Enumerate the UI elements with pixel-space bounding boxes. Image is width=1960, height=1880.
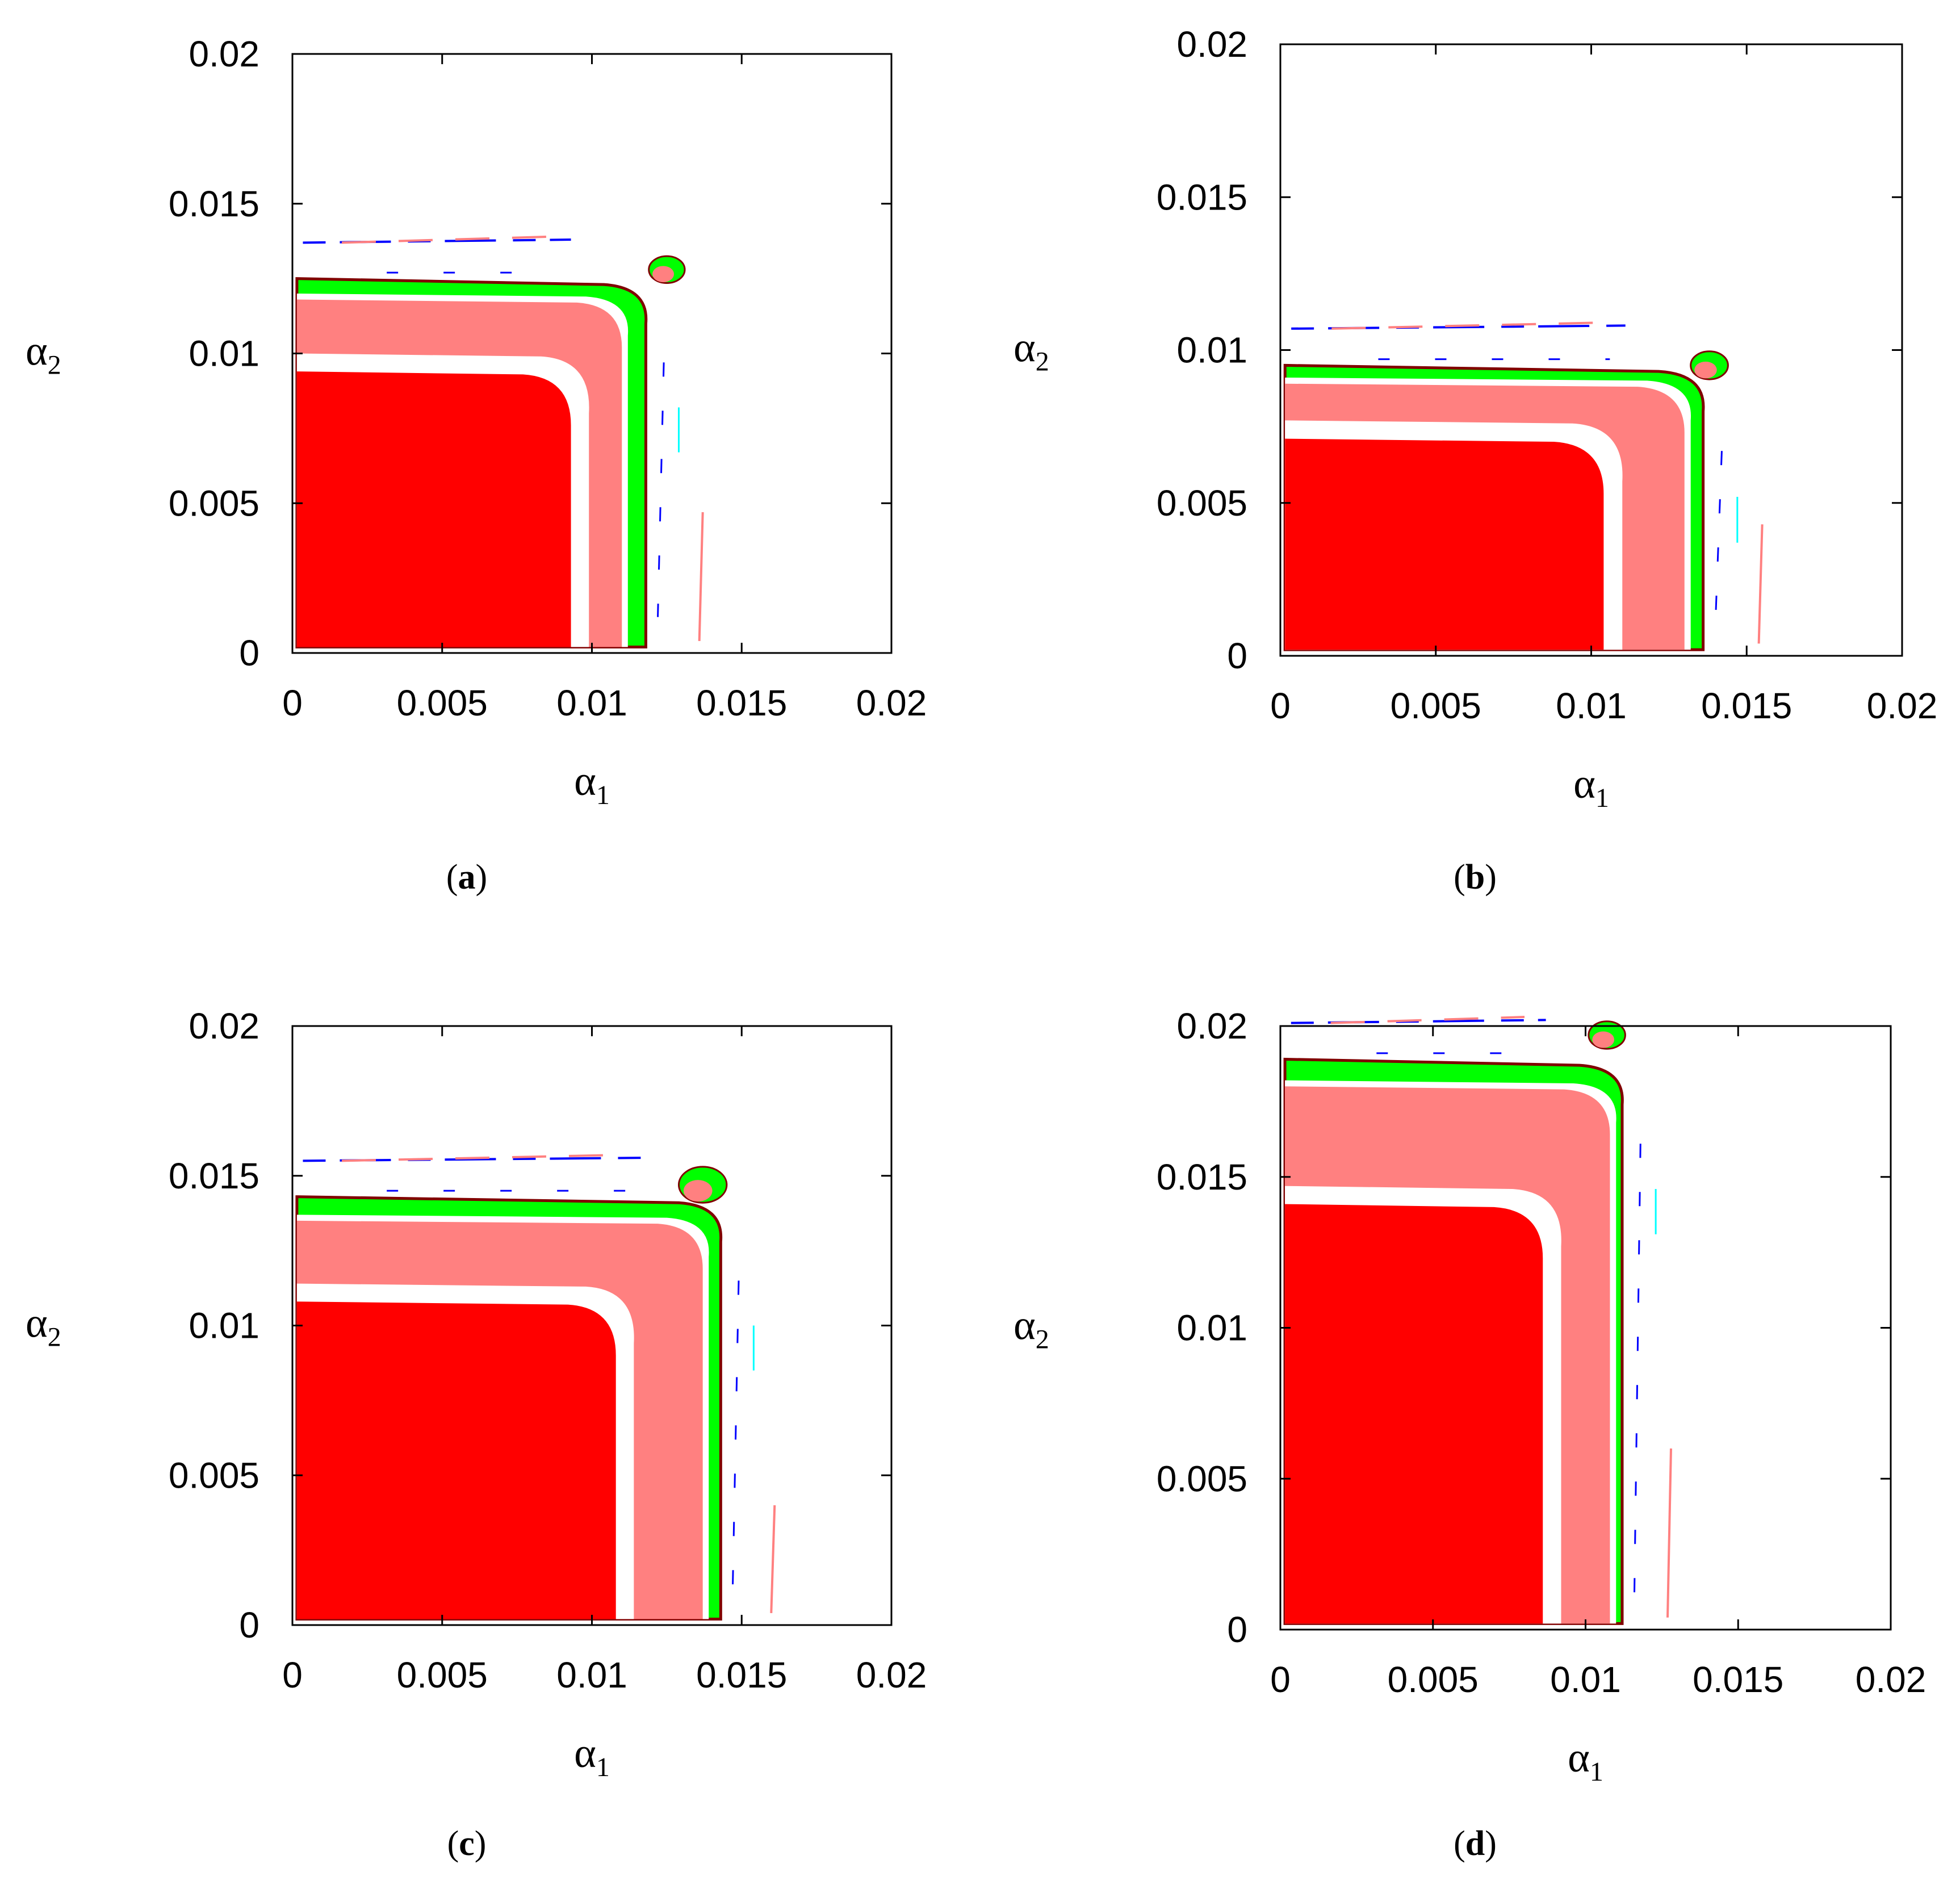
y-tick-label: 0.015: [1157, 177, 1247, 217]
y-tick-label: 0.02: [189, 34, 259, 74]
pink-streak: [341, 235, 550, 244]
x-tick-label: 0.015: [696, 683, 787, 723]
y-tick-label: 0: [239, 633, 259, 673]
y-tick-label: 0.015: [169, 1155, 259, 1196]
blue-vertical-streak: [1634, 1144, 1641, 1594]
x-tick-label: 0: [282, 1655, 303, 1695]
panel-caption: (d): [1454, 1824, 1497, 1863]
x-tick-label: 0.015: [1693, 1659, 1783, 1700]
island-pink: [683, 1180, 713, 1202]
x-tick-label: 0.005: [397, 1655, 488, 1695]
x-tick-label: 0.015: [1701, 685, 1792, 726]
y-tick-label: 0.005: [169, 1455, 259, 1496]
red-core-region: [296, 371, 571, 647]
panel-caption: (b): [1454, 858, 1497, 897]
panel-caption: (c): [447, 1824, 487, 1863]
y-tick-label: 0.005: [1157, 1458, 1247, 1499]
island-pink: [1694, 361, 1717, 379]
y-tick-label: 0.01: [1176, 330, 1247, 371]
y-axis-label: α2: [1013, 325, 1049, 377]
x-axis-label: α1: [574, 1730, 610, 1782]
y-axis-label: α2: [26, 1300, 61, 1353]
panel-c: 0 0.005 0.01 0.015 0.02 0 0.005 0.01 0.015 0.02 α1…: [26, 1006, 927, 1863]
red-core-region: [296, 1301, 616, 1619]
x-tick-label: 0.02: [856, 1655, 927, 1695]
y-tick-label: 0.02: [1176, 24, 1247, 65]
y-tick-label: 0.015: [169, 183, 259, 224]
x-tick-label: 0.01: [1556, 685, 1627, 726]
y-tick-label: 0.02: [1176, 1006, 1247, 1046]
y-tick-label: 0.01: [189, 1305, 259, 1346]
y-tick-label: 0: [1227, 1609, 1247, 1650]
y-tick-label: 0: [239, 1605, 259, 1645]
x-tick-label: 0.01: [556, 683, 627, 723]
panel-d: 0 0.005 0.01 0.015 0.02 0 0.005 0.01 0.015 0.02 α1…: [1013, 1006, 1926, 1863]
island-streak: [698, 512, 704, 641]
y-tick-label: 0.015: [1157, 1157, 1247, 1197]
x-axis-label: α1: [1568, 1735, 1603, 1787]
x-tick-label: 0: [1270, 1659, 1291, 1700]
blue-vertical-streak: [731, 1280, 740, 1589]
x-tick-label: 0.015: [696, 1655, 787, 1695]
x-axis-label: α1: [1573, 761, 1609, 813]
y-tick-label: 0: [1227, 635, 1247, 676]
y-axis-label: α2: [1013, 1303, 1049, 1355]
y-axis-label: α2: [26, 328, 61, 380]
x-tick-label: 0.02: [1856, 1659, 1927, 1700]
red-core-region: [1285, 438, 1604, 650]
blue-vertical-streak: [657, 362, 665, 617]
y-tick-label: 0.02: [189, 1006, 259, 1046]
panel-b: 0 0.005 0.01 0.015 0.02 0 0.005 0.01 0.015 0.02 α1…: [1013, 24, 1937, 897]
pink-streak: [1330, 1016, 1525, 1024]
island-pink: [1592, 1031, 1615, 1048]
x-tick-label: 0.01: [1550, 1659, 1621, 1700]
pink-streak: [341, 1153, 625, 1162]
x-tick-label: 0: [1270, 685, 1291, 726]
x-tick-label: 0.02: [856, 683, 927, 723]
panel-caption: (a): [446, 858, 487, 897]
y-tick-label: 0.01: [189, 333, 259, 374]
x-axis-label: α1: [574, 758, 610, 810]
x-tick-label: 0.005: [1388, 1659, 1479, 1700]
x-tick-label: 0.01: [556, 1655, 627, 1695]
blue-vertical-streak: [1715, 451, 1723, 619]
y-tick-label: 0.005: [169, 483, 259, 524]
x-tick-label: 0.005: [1391, 685, 1481, 726]
y-tick-label: 0.005: [1157, 483, 1247, 524]
x-tick-label: 0.02: [1867, 685, 1938, 726]
x-tick-label: 0.005: [397, 683, 488, 723]
panel-a: 0 0.005 0.01 0.015 0.02 0 0.005 0.01 0.015 0.02 α1…: [26, 34, 927, 897]
x-tick-label: 0: [282, 683, 303, 723]
island-streak: [1757, 524, 1764, 644]
island-pink: [652, 266, 675, 282]
pink-streak: [1331, 321, 1604, 330]
red-core-region: [1285, 1204, 1543, 1624]
y-tick-label: 0.01: [1176, 1308, 1247, 1349]
island-streak: [1666, 1448, 1672, 1618]
island-streak: [770, 1505, 776, 1613]
